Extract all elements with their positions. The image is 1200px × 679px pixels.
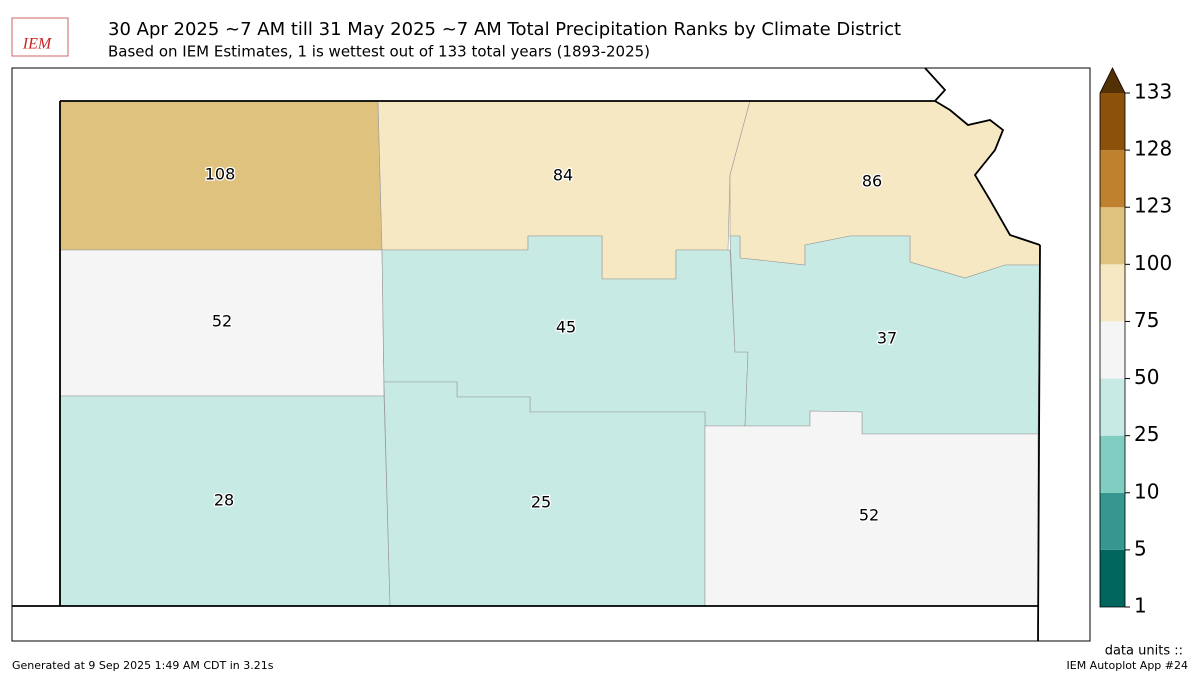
district-label: 28: [214, 491, 234, 510]
units-label: data units ::: [1105, 644, 1183, 659]
colorbar-outline: [1099, 67, 1126, 608]
district-label: 25: [531, 493, 551, 512]
colorbar: 1 5 10 25 50 75 100 123 128 133: [1099, 67, 1172, 618]
subtitle: Based on IEM Estimates, 1 is wettest out…: [108, 43, 650, 61]
river-border: [934, 100, 1041, 246]
state-border: [60, 67, 947, 102]
colorbar-bin: [1100, 549, 1125, 607]
district-label: 52: [859, 506, 879, 525]
colorbar-tick-label: 123: [1134, 194, 1172, 218]
colorbar-tick-label: 25: [1134, 422, 1159, 446]
state-border: [12, 101, 1041, 642]
colorbar-bin: [1100, 150, 1125, 208]
logo: IEM: [22, 36, 53, 53]
colorbar-bin: [1100, 207, 1125, 265]
borders: [12, 67, 1041, 642]
app-label: IEM Autoplot App #24: [1067, 659, 1189, 672]
colorbar-bin: [1100, 321, 1125, 379]
district-label: 37: [877, 329, 897, 348]
district-label: 45: [556, 318, 576, 337]
colorbar-bin: [1100, 264, 1125, 322]
colorbar-tick-label: 75: [1134, 308, 1159, 332]
generated-label: Generated at 9 Sep 2025 1:49 AM CDT in 3…: [12, 659, 274, 672]
colorbar-tick-label: 10: [1134, 479, 1159, 503]
district-label: 84: [553, 166, 573, 185]
colorbar-extend: [1100, 68, 1125, 93]
colorbar-tick-label: 100: [1134, 251, 1172, 275]
title: 30 Apr 2025 ~7 AM till 31 May 2025 ~7 AM…: [108, 19, 901, 40]
colorbar-tick-label: 5: [1134, 536, 1147, 560]
colorbar-bin: [1100, 492, 1125, 550]
districts: 108 84 86 52 45 37 28 25 52: [59, 100, 1041, 607]
colorbar-tick-label: 133: [1134, 80, 1172, 104]
district-label: 52: [212, 312, 232, 331]
colorbar-tick-label: 1: [1134, 594, 1147, 618]
district-label: 86: [862, 172, 882, 191]
colorbar-tick-label: 128: [1134, 137, 1172, 161]
colorbar-tick-label: 50: [1134, 365, 1159, 389]
district-label: 108: [205, 165, 236, 184]
logo-frame: [11, 17, 69, 57]
colorbar-bin: [1100, 93, 1125, 151]
colorbar-bin: [1100, 378, 1125, 436]
colorbar-bin: [1100, 435, 1125, 493]
